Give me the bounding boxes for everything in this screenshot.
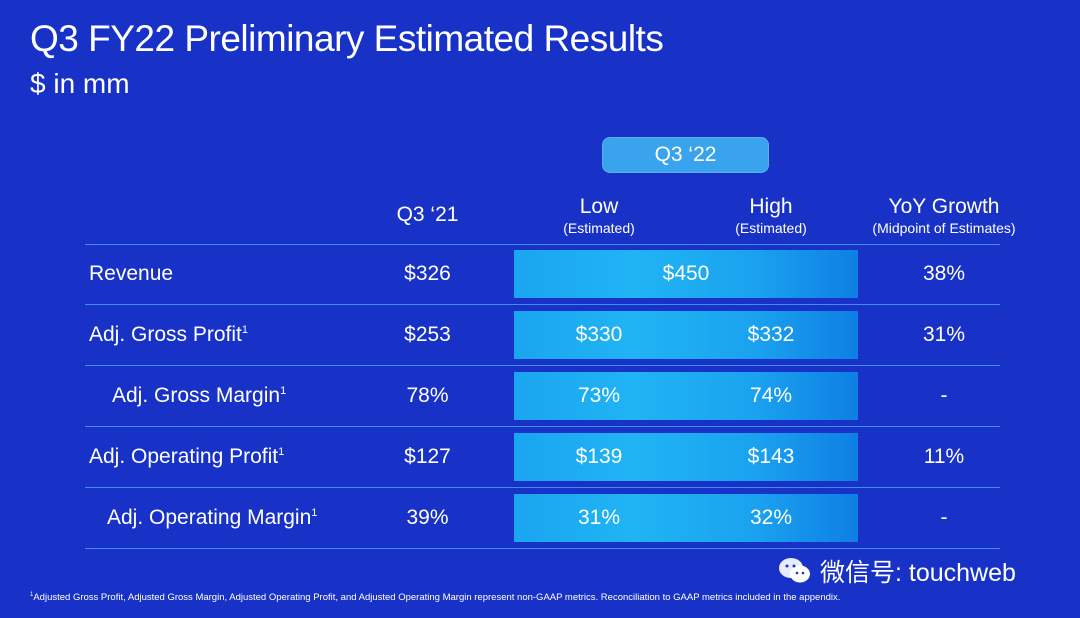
watermark-text: 微信号: touchweb <box>820 559 1016 587</box>
row-divider <box>85 304 1000 305</box>
row-divider <box>85 487 1000 488</box>
col-head-low-label: Low <box>579 195 619 218</box>
footnote-mark: 1 <box>241 324 249 336</box>
row-divider <box>85 244 1000 245</box>
row-label-text: Adj. Gross Profit <box>89 323 242 346</box>
footnote-mark: 1 <box>278 446 285 458</box>
gross-profit-low: $330 <box>575 323 623 346</box>
revenue-yoy: 38% <box>922 262 966 285</box>
row-label-text: Revenue <box>89 262 174 285</box>
estimate-band <box>514 433 858 481</box>
operating-margin-yoy: - <box>940 506 948 529</box>
slide-title: Q3 FY22 Preliminary Estimated Results <box>30 18 664 59</box>
slide-subtitle: $ in mm <box>30 68 130 99</box>
row-label-operating-margin: Adj. Operating Margin1 <box>107 503 317 533</box>
gross-margin-low: 73% <box>577 384 621 407</box>
gross-margin-yoy: - <box>940 384 948 407</box>
footnote-mark: 1 <box>280 385 287 397</box>
footnote-text: Adjusted Gross Profit, Adjusted Gross Ma… <box>33 592 841 604</box>
operating-margin-prior: 39% <box>406 506 449 529</box>
col-head-high-sublabel: (Estimated) <box>735 220 807 236</box>
gross-profit-high: $332 <box>747 323 795 346</box>
wechat-icon <box>778 556 812 586</box>
row-label-gross-margin: Adj. Gross Margin1 <box>112 381 286 411</box>
period-pill: Q3 ‘22 <box>602 137 769 173</box>
col-head-prior: Q3 ‘21 <box>380 200 475 230</box>
gross-margin-prior: 78% <box>406 384 449 407</box>
col-head-yoy-sublabel: (Midpoint of Estimates) <box>872 220 1016 236</box>
gross-profit-prior: $253 <box>404 323 451 346</box>
row-divider <box>85 548 1000 549</box>
operating-margin-high: 32% <box>749 506 793 529</box>
estimate-band <box>514 494 858 542</box>
row-label-text: Adj. Operating Margin <box>107 506 312 529</box>
col-head-high-label: High <box>749 195 793 218</box>
col-head-low: Low (Estimated) <box>540 195 658 237</box>
footnote-mark: 1 <box>30 592 34 598</box>
operating-profit-low: $139 <box>575 445 623 468</box>
wechat-watermark: 微信号: touchweb <box>778 553 1016 589</box>
operating-profit-yoy: 11% <box>923 445 965 468</box>
footnote-mark: 1 <box>311 507 318 519</box>
col-head-prior-label: Q3 ‘21 <box>396 203 459 226</box>
col-head-high: High (Estimated) <box>712 195 830 237</box>
estimate-band <box>514 250 858 298</box>
revenue-estimate: $450 <box>662 262 710 285</box>
estimate-band <box>514 311 858 359</box>
operating-profit-high: $143 <box>747 445 795 468</box>
col-head-yoy: YoY Growth (Midpoint of Estimates) <box>855 195 1033 237</box>
footnote: 1Adjusted Gross Profit, Adjusted Gross M… <box>30 592 840 603</box>
operating-profit-prior: $127 <box>404 445 451 468</box>
row-divider <box>85 365 1000 366</box>
row-label-operating-profit: Adj. Operating Profit1 <box>89 442 284 472</box>
col-head-low-sublabel: (Estimated) <box>563 220 635 236</box>
row-label-text: Adj. Gross Margin <box>112 384 281 407</box>
row-label-revenue: Revenue <box>89 259 173 289</box>
estimate-band <box>514 372 858 420</box>
revenue-prior: $326 <box>404 262 451 285</box>
row-label-text: Adj. Operating Profit <box>89 445 279 468</box>
row-label-gross-profit: Adj. Gross Profit1 <box>89 320 248 350</box>
col-head-yoy-label: YoY Growth <box>888 195 1000 218</box>
row-divider <box>85 426 1000 427</box>
gross-profit-yoy: 31% <box>922 323 966 346</box>
gross-margin-high: 74% <box>749 384 793 407</box>
operating-margin-low: 31% <box>577 506 621 529</box>
